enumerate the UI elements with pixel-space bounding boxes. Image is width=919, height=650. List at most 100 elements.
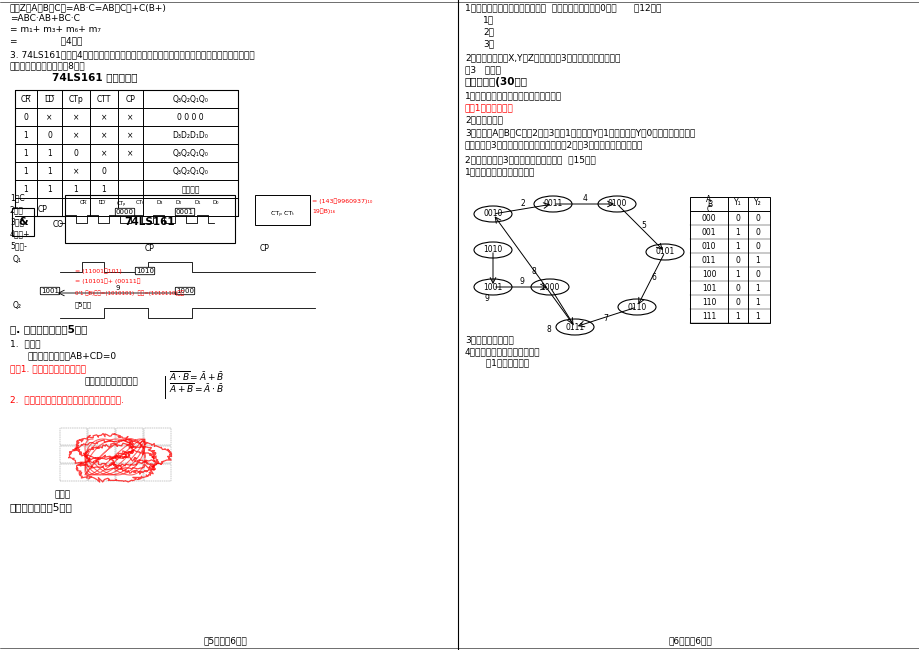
Text: 1: 1	[735, 312, 740, 321]
Text: 图3   波形图: 图3 波形图	[464, 65, 500, 74]
Text: 8: 8	[547, 325, 551, 334]
Text: 4）．说明逻辑功能。全加器。: 4）．说明逻辑功能。全加器。	[464, 347, 540, 356]
Text: 74LS161: 74LS161	[125, 217, 176, 227]
Text: ×: ×	[101, 150, 108, 159]
Text: 3）．列出真值表：: 3）．列出真值表：	[464, 335, 513, 344]
Text: 1．C: 1．C	[10, 193, 25, 202]
Text: &: &	[18, 217, 28, 227]
Text: 0: 0	[735, 214, 740, 223]
Text: 100: 100	[701, 270, 716, 279]
Text: 1.  化简：: 1. 化简：	[10, 339, 40, 348]
Text: CTₜ: CTₜ	[136, 200, 145, 205]
Text: （1）逻辑表达式: （1）逻辑表达式	[480, 358, 528, 367]
Text: A: A	[706, 195, 711, 204]
Text: =               （4分）: = （4分）	[10, 36, 83, 45]
Text: ×: ×	[127, 131, 133, 140]
Ellipse shape	[618, 299, 655, 315]
Bar	[88, 446, 115, 463]
Text: 5: 5	[641, 221, 646, 230]
Text: 4．（+: 4．（+	[10, 229, 30, 238]
Text: 1: 1	[24, 185, 28, 194]
Text: 1: 1	[24, 168, 28, 176]
Text: 1001: 1001	[41, 288, 59, 294]
Text: D₁: D₁	[194, 200, 200, 205]
Text: 0'1 加B)运算=(1010101)  补码=(1010110)补码: 0'1 加B)运算=(1010101) 补码=(1010110)补码	[75, 291, 184, 296]
Text: 2.  用卡诺图化简函数为最简与或式（画图）.: 2. 用卡诺图化简函数为最简与或式（画图）.	[10, 395, 124, 404]
Text: C: C	[706, 205, 711, 214]
Text: 1: 1	[754, 298, 759, 307]
Text: 2．试分析如图3所示的组合逻辑电路。  （15分）: 2．试分析如图3所示的组合逻辑电路。 （15分）	[464, 155, 596, 164]
Text: 1000: 1000	[539, 283, 559, 291]
Text: 111: 111	[701, 312, 715, 321]
Text: 1010: 1010	[482, 246, 502, 255]
Text: Q₂: Q₂	[13, 301, 22, 310]
Text: D₃: D₃	[156, 200, 163, 205]
Text: 1: 1	[24, 131, 28, 140]
Text: 0001: 0001	[176, 209, 194, 215]
Text: 1: 1	[47, 185, 51, 194]
Text: 2。: 2。	[482, 27, 494, 36]
Text: ×: ×	[101, 131, 108, 140]
Text: Q₃Q₂Q₁Q₀: Q₃Q₂Q₁Q₀	[173, 150, 209, 159]
Text: 7: 7	[603, 314, 607, 323]
Text: CP: CP	[125, 96, 135, 105]
Text: 1．试画出下列触发器的输出波形  （设触发器的初态为0）。      （12分）: 1．试画出下列触发器的输出波形 （设触发器的初态为0）。 （12分）	[464, 3, 661, 12]
Text: 0 0 0 0: 0 0 0 0	[177, 113, 204, 122]
Text: 74LS161 逻辑功能表: 74LS161 逻辑功能表	[52, 72, 138, 82]
Text: ×: ×	[101, 113, 108, 122]
Text: D₃D₂D₁D₀: D₃D₂D₁D₀	[173, 131, 209, 140]
Text: = (11001，101): = (11001，101)	[75, 268, 121, 274]
Ellipse shape	[555, 319, 594, 335]
Text: 3、当输入A、B、C中有2个或3个为1时，输出Y为1，否则输出Y为0。所以这个电路实: 3、当输入A、B、C中有2个或3个为1时，输出Y为1，否则输出Y为0。所以这个电…	[464, 128, 695, 137]
Text: B: B	[707, 200, 712, 209]
Bar	[15, 90, 238, 216]
Ellipse shape	[597, 196, 635, 212]
Text: 4: 4	[582, 194, 587, 203]
Text: 9: 9	[115, 285, 119, 291]
Text: 0: 0	[735, 284, 740, 293]
Text: 第5页（共6页）: 第5页（共6页）	[203, 636, 246, 645]
Text: 0000: 0000	[116, 209, 134, 215]
Text: 1000: 1000	[176, 288, 194, 294]
Text: = (143，9960937)₁₀: = (143，9960937)₁₀	[312, 198, 372, 204]
Text: 三. 函数化简题：（5分）: 三. 函数化简题：（5分）	[10, 324, 87, 334]
Text: 0: 0	[754, 228, 760, 237]
Text: 0: 0	[754, 214, 760, 223]
Text: 19，B)₁₆: 19，B)₁₆	[312, 209, 335, 214]
Bar	[12, 208, 34, 236]
Text: 2．（: 2．（	[10, 205, 24, 214]
Text: =ABC·AB+BC·C: =ABC·AB+BC·C	[10, 14, 80, 23]
Text: CTT: CTT	[96, 96, 111, 105]
Text: 110: 110	[701, 298, 715, 307]
Bar	[116, 464, 142, 481]
Text: 101: 101	[701, 284, 715, 293]
Text: 1: 1	[47, 168, 51, 176]
Text: L̅D̅: L̅D̅	[99, 200, 107, 205]
Text: L̅D̅: L̅D̅	[44, 96, 54, 105]
Bar	[255, 195, 310, 225]
Text: 1）．写出输出逻辑表达式：: 1）．写出输出逻辑表达式：	[464, 167, 535, 176]
Text: 0: 0	[24, 113, 28, 122]
Ellipse shape	[533, 196, 572, 212]
Text: 1: 1	[74, 185, 78, 194]
Text: 0: 0	[735, 256, 740, 265]
Ellipse shape	[473, 242, 512, 258]
Ellipse shape	[530, 279, 568, 295]
Text: 1: 1	[735, 270, 740, 279]
Text: 0010: 0010	[482, 209, 502, 218]
Text: 010: 010	[701, 242, 716, 251]
Text: 0: 0	[754, 242, 760, 251]
Text: 0100: 0100	[607, 200, 626, 209]
Text: 解：1. 利用摩根定律证明公式: 解：1. 利用摩根定律证明公式	[10, 364, 85, 373]
Text: ×: ×	[127, 113, 133, 122]
Text: CP: CP	[260, 244, 269, 253]
Bar	[60, 464, 87, 481]
Text: 0011: 0011	[543, 200, 562, 209]
Text: 给定约束条件为：AB+CD=0: 给定约束条件为：AB+CD=0	[28, 351, 117, 360]
Bar	[88, 464, 115, 481]
Text: ×: ×	[127, 150, 133, 159]
Text: 3．（: 3．（	[10, 217, 24, 226]
Text: 1: 1	[754, 256, 759, 265]
Text: 反演律（摩根定律）：: 反演律（摩根定律）：	[85, 377, 139, 386]
Text: Q₃Q₂Q₁Q₀: Q₃Q₂Q₁Q₀	[173, 168, 209, 176]
